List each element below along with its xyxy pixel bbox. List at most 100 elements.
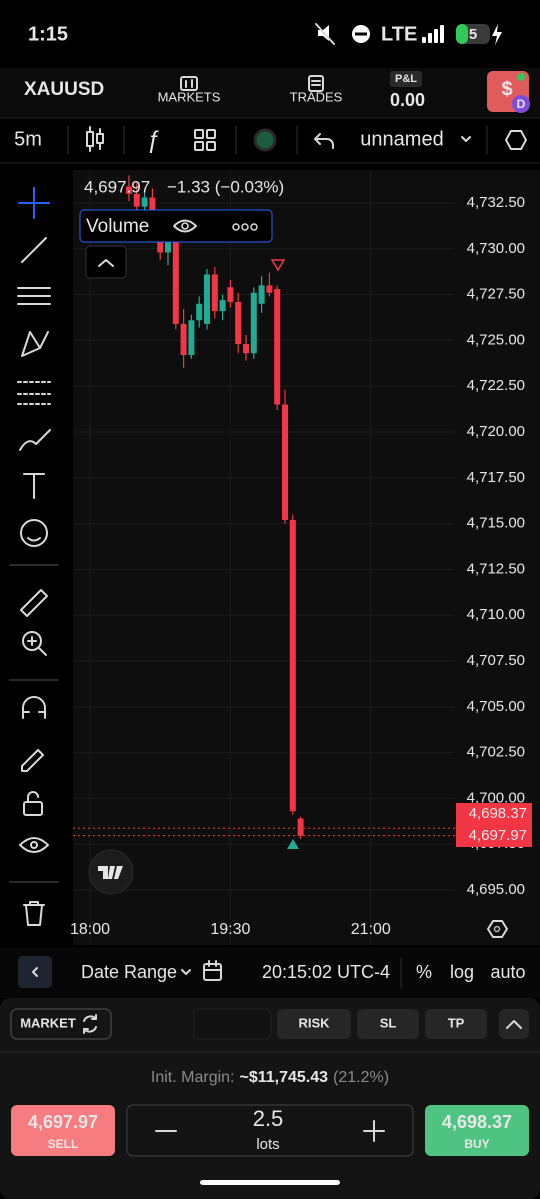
percent-toggle[interactable]: %: [416, 962, 432, 982]
markets-icon[interactable]: [180, 76, 198, 91]
pnl-label: P&L: [395, 73, 417, 85]
layout-name[interactable]: unnamed: [360, 128, 443, 150]
emoji-tool[interactable]: [20, 519, 48, 547]
chart: 4,695.004,697.504,700.004,702.504,705.00…: [70, 170, 540, 945]
expand-button[interactable]: [499, 1009, 529, 1039]
projection-tool[interactable]: [17, 381, 51, 405]
badge-text: D: [517, 97, 526, 111]
markets-tab[interactable]: MARKETS: [158, 89, 221, 104]
chart-type-icon[interactable]: [86, 126, 104, 152]
clock[interactable]: 20:15:02 UTC-4: [262, 962, 390, 982]
candle-body: [266, 285, 273, 293]
hide-tool[interactable]: [19, 837, 49, 853]
battery-text: 5: [469, 26, 477, 43]
pattern-tool[interactable]: [21, 331, 49, 357]
y-tick-label: 4,705.00: [467, 698, 525, 715]
emoji-smile: [27, 537, 41, 542]
zoom-tool[interactable]: [22, 631, 42, 651]
goto-date-icon[interactable]: [203, 960, 222, 981]
pnl-value: 0.00: [390, 90, 425, 110]
eye-icon[interactable]: [173, 219, 197, 233]
text-tool[interactable]: [23, 473, 45, 499]
undo-icon[interactable]: [314, 133, 334, 149]
chart-settings-icon[interactable]: [487, 920, 508, 938]
online-dot: [517, 73, 525, 81]
sell-button[interactable]: [11, 1105, 115, 1156]
x-tick-label: 19:30: [210, 921, 250, 938]
interval[interactable]: 5m: [14, 128, 42, 150]
avatar-text: $: [501, 78, 512, 100]
charging-icon: [492, 24, 502, 45]
y-tick-label: 4,732.50: [467, 194, 525, 211]
collapse-button[interactable]: [85, 245, 127, 279]
price-label-box: [456, 803, 532, 825]
magnet-tool[interactable]: [22, 696, 46, 719]
sl-label: SL: [380, 1015, 397, 1030]
candle-body: [133, 193, 140, 207]
buy-label: BUY: [464, 1137, 489, 1151]
y-tick-label: 4,730.00: [467, 240, 525, 257]
y-tick-label: 4,695.00: [467, 881, 525, 898]
layouts-icon[interactable]: [194, 129, 216, 151]
y-tick-label: 4,715.00: [467, 515, 525, 532]
expand-chevron: [506, 1020, 522, 1029]
badge: [512, 95, 530, 113]
auto-toggle[interactable]: auto: [490, 962, 525, 982]
candle-body: [188, 320, 195, 356]
risk-button[interactable]: [277, 1009, 351, 1039]
margin-value: ~$11,745.43: [240, 1069, 329, 1086]
y-tick-label: 4,700.00: [467, 789, 525, 806]
candle-body: [211, 274, 218, 312]
x-tick-label: 18:00: [70, 921, 110, 938]
empty-field[interactable]: [193, 1008, 272, 1040]
more-icon[interactable]: [232, 223, 258, 231]
collapse-toolbar-button[interactable]: [18, 956, 52, 988]
y-tick-label: 4,702.50: [467, 744, 525, 761]
candle-body: [297, 818, 304, 836]
trendline-tool[interactable]: [21, 237, 47, 263]
log-toggle[interactable]: log: [450, 962, 474, 982]
settings-icon[interactable]: [505, 130, 527, 150]
crosshair-tool[interactable]: [18, 187, 50, 219]
mute-icon: [315, 23, 335, 45]
risk-label: RISK: [298, 1015, 330, 1030]
buy-price: 4,698.37: [442, 1112, 512, 1132]
increase-button[interactable]: [363, 1120, 385, 1142]
date-range[interactable]: Date Range: [81, 962, 177, 982]
symbol[interactable]: XAUUSD: [24, 79, 104, 100]
y-tick-label: 4,720.00: [467, 423, 525, 440]
brush-tool[interactable]: [19, 429, 51, 451]
ruler-tool[interactable]: [20, 589, 48, 617]
nav-bar: [0, 68, 540, 118]
signal-icon: [422, 25, 444, 43]
tp-label: TP: [448, 1015, 465, 1030]
layout-chevron[interactable]: [461, 136, 471, 142]
focus-icon-bar: [355, 32, 367, 36]
price-label: 4,698.37: [469, 805, 527, 822]
fib-tool[interactable]: [17, 287, 51, 305]
price-label: 4,697.97: [469, 827, 527, 844]
candle-body: [289, 519, 296, 812]
buy-button[interactable]: [425, 1105, 529, 1156]
y-tick-label: 4,712.50: [467, 560, 525, 577]
battery-level: [456, 24, 468, 44]
replay-icon[interactable]: [253, 128, 277, 152]
candle-body: [141, 197, 148, 207]
quantity-field[interactable]: [126, 1104, 414, 1157]
margin-label: Init. Margin:: [151, 1069, 235, 1086]
lock-drawing-tool[interactable]: [21, 749, 44, 772]
delete-tool[interactable]: [23, 901, 45, 926]
margin-pct: (21.2%): [333, 1069, 389, 1086]
y-tick-label: 4,707.50: [467, 652, 525, 669]
sl-button[interactable]: [357, 1009, 419, 1039]
indicators-icon[interactable]: ƒ: [146, 126, 159, 153]
collapse-toolbar-chevron: [32, 967, 38, 977]
candle-body: [180, 323, 187, 356]
date-range-chevron[interactable]: [181, 969, 191, 975]
study-legend[interactable]: [79, 209, 273, 243]
trades-icon[interactable]: [308, 75, 324, 92]
unlock-tool[interactable]: [23, 801, 43, 816]
candle-body: [258, 285, 265, 304]
tp-button[interactable]: [425, 1009, 487, 1039]
trades-tab[interactable]: TRADES: [290, 89, 343, 104]
